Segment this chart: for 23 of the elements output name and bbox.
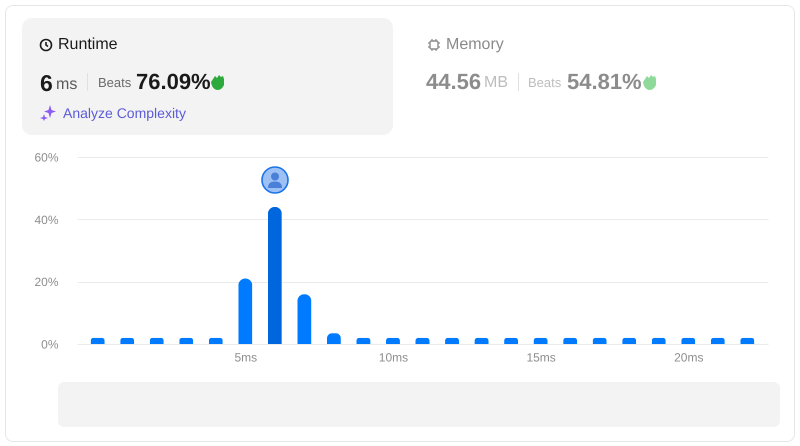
y-tick-label: 40% — [34, 212, 59, 227]
x-tick-label: 20ms — [674, 350, 704, 364]
x-tick-label: 5ms — [234, 350, 258, 364]
y-tick-label: 60% — [34, 150, 59, 164]
text: Beats — [98, 75, 132, 90]
y-tick-label: 20% — [34, 275, 59, 290]
bar — [268, 206, 282, 344]
text: 6 — [40, 70, 53, 96]
x-tick-label: 15ms — [526, 350, 556, 364]
text: 44.56 — [426, 69, 482, 94]
text: Runtime — [58, 36, 118, 53]
bar — [238, 278, 252, 344]
bar — [416, 338, 430, 344]
text: Memory — [446, 36, 504, 53]
text: Beats — [528, 75, 562, 90]
text: Analyze Complexity — [63, 105, 186, 121]
y-tick-label: 0% — [41, 338, 59, 352]
bar — [297, 294, 312, 344]
text: ms — [56, 76, 78, 93]
x-tick-label: 10ms — [378, 350, 408, 364]
text: 76.09% — [136, 69, 211, 94]
text: MB — [484, 74, 508, 91]
text: 54.81% — [567, 69, 642, 94]
